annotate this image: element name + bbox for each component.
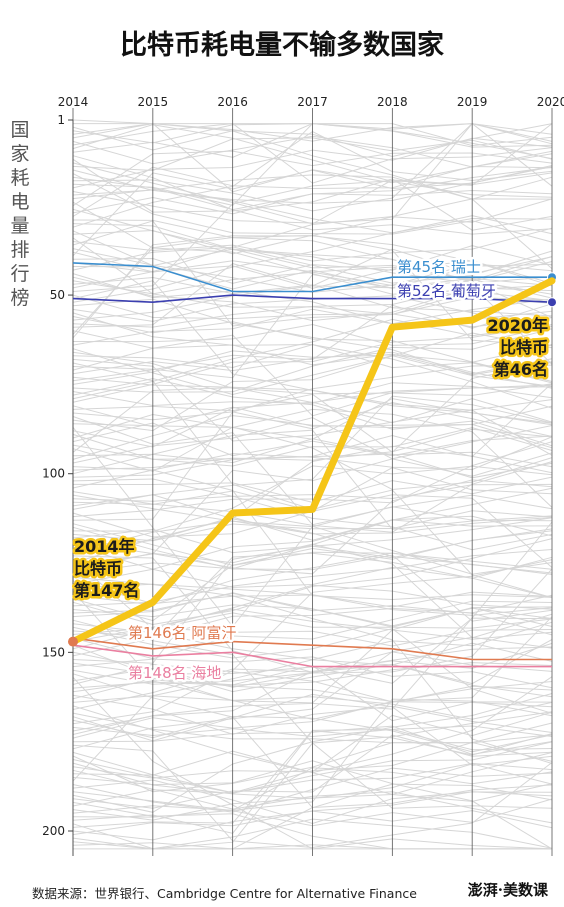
series-label: 第146名 阿富汗 — [128, 624, 236, 642]
series-end-dot — [547, 297, 557, 308]
start-annotation-halo: 比特币 — [74, 559, 122, 578]
y-axis-title-char: 家 — [10, 143, 29, 165]
series-line — [72, 262, 552, 293]
start-annotation: 第147名 — [74, 581, 139, 600]
series-label-halo: 第148名 海地 — [128, 664, 221, 682]
y-axis-title-char: 榜 — [10, 287, 29, 309]
highlight-start-dot — [68, 636, 78, 647]
series-label-halo: 第146名 阿富汗 — [128, 624, 236, 642]
highlight-line — [69, 277, 556, 646]
x-tick-label: 2017 — [297, 95, 328, 109]
x-tick-label: 2018 — [377, 95, 408, 109]
start-annotation: 2014年 — [74, 537, 135, 556]
y-axis-title-char: 量 — [10, 215, 29, 237]
y-tick-label: 1 — [57, 113, 65, 127]
x-tick-label: 2014 — [58, 95, 89, 109]
end-annotation: 第46名 — [494, 360, 548, 379]
y-axis-title-char: 行 — [10, 263, 29, 285]
y-tick-label: 150 — [42, 645, 65, 659]
series-line — [72, 637, 552, 661]
publisher-logo: 澎湃·美数课 — [468, 881, 549, 899]
start-annotation-halo: 第147名 — [74, 581, 139, 600]
end-annotation: 2020年 — [487, 316, 548, 335]
series-label-halo: 第52名 葡萄牙 — [397, 282, 496, 300]
y-axis-title-char: 耗 — [10, 167, 29, 189]
x-tick-label: 2019 — [457, 95, 488, 109]
series-label: 第52名 葡萄牙 — [397, 282, 496, 300]
y-axis-title-char: 排 — [10, 239, 29, 261]
y-axis-title-char: 国 — [10, 119, 29, 141]
highlight-series — [68, 277, 556, 647]
start-annotation: 比特币 — [74, 559, 122, 578]
end-annotation-halo: 比特币 — [500, 338, 548, 357]
end-annotation-halo: 第46名 — [494, 360, 548, 379]
annotations: 2014年2014年比特币比特币第147名第147名2020年2020年比特币比… — [72, 314, 551, 603]
series-label-halo: 第45名 瑞士 — [397, 258, 481, 276]
end-annotation-halo: 2020年 — [487, 316, 548, 335]
x-tick-label: 2016 — [217, 95, 248, 109]
y-tick-label: 50 — [50, 288, 65, 302]
series-label: 第45名 瑞士 — [397, 258, 481, 276]
x-tick-label: 2015 — [138, 95, 169, 109]
end-annotation: 比特币 — [500, 338, 548, 357]
chart-title: 比特币耗电量不输多数国家 — [120, 29, 444, 61]
y-axis-title-char: 电 — [10, 191, 29, 213]
y-tick-label: 100 — [42, 467, 65, 481]
source-note: 数据来源：世界银行、Cambridge Centre for Alternati… — [32, 886, 417, 901]
series-line — [72, 644, 552, 668]
x-tick-label: 2020 — [537, 95, 564, 109]
y-tick-label: 200 — [42, 824, 65, 838]
series-label: 第148名 海地 — [128, 664, 221, 682]
series-line — [72, 294, 553, 304]
start-annotation-halo: 2014年 — [74, 537, 135, 556]
